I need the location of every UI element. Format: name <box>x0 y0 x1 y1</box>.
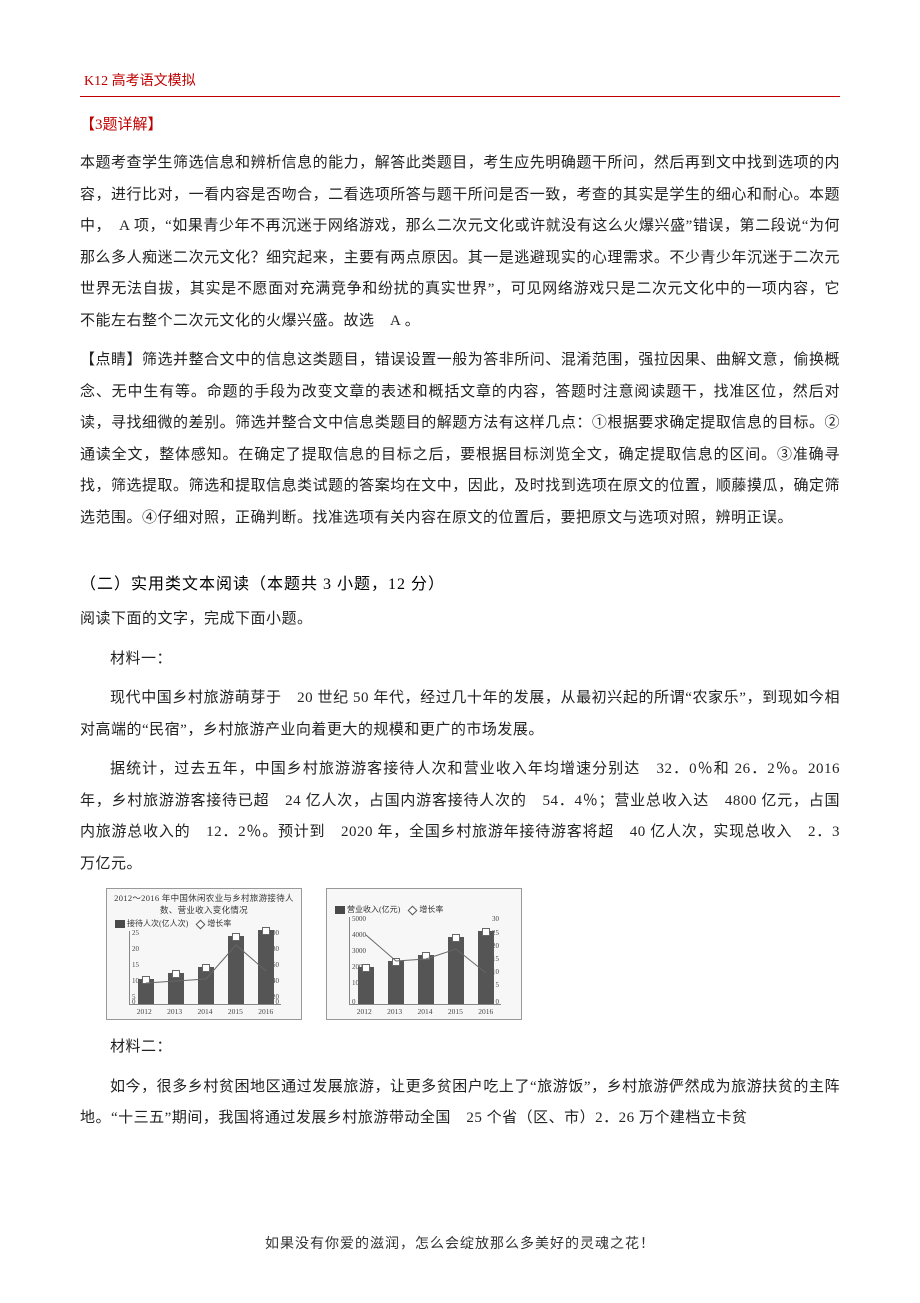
material-1-p1: 现代中国乡村旅游萌芽于 20 世纪 50 年代，经过几十年的发展，从最初兴起的所… <box>80 683 840 746</box>
page-header: K12 高考语文模拟 <box>80 70 840 90</box>
paragraph-tips: 【点睛】筛选并整合文中的信息这类题目，错误设置一般为答非所问、混淆范围，强拉因果… <box>80 345 840 534</box>
legend-line-right: 增长率 <box>408 904 443 915</box>
plot-area-left: 25 20 15 10 5 0 100 80 60 40 20 0 <box>129 931 281 1005</box>
material-1-label: 材料一： <box>80 644 840 676</box>
chart-title: 2012～2016 年中国休闲农业与乡村旅游接待人数、营业收入变化情况 <box>107 889 301 916</box>
legend-bar-left: 接待人次(亿人次) <box>115 918 188 929</box>
chart-container: 2012～2016 年中国休闲农业与乡村旅游接待人数、营业收入变化情况 接待人次… <box>106 888 840 1020</box>
legend-bar-right: 营业收入(亿元) <box>335 904 400 915</box>
page-footer: 如果没有你爱的滋润，怎么会绽放那么多美好的灵魂之花！ <box>0 1233 920 1253</box>
paragraph-analysis: 本题考查学生筛选信息和辨析信息的能力，解答此类题目，考生应先明确题干所问，然后再… <box>80 148 840 337</box>
material-1-p2: 据统计，过去五年，中国乡村旅游游客接待人次和营业收入年均增速分别达 32．0％和… <box>80 754 840 880</box>
plot-area-right: 5000 4000 3000 2000 1000 0 30 25 20 15 1… <box>349 917 501 1005</box>
q3-heading: 【3题详解】 <box>80 113 840 134</box>
paragraph-intro: 阅读下面的文字，完成下面小题。 <box>80 604 840 636</box>
header-divider <box>80 96 840 97</box>
document-page: K12 高考语文模拟 【3题详解】 本题考查学生筛选信息和辨析信息的能力，解答此… <box>0 0 920 1193</box>
legend-line-left: 增长率 <box>196 918 231 929</box>
chart-visitors: 2012～2016 年中国休闲农业与乡村旅游接待人数、营业收入变化情况 接待人次… <box>106 888 302 1020</box>
chart-revenue: . 营业收入(亿元) 增长率 5000 4000 3000 2000 1000 … <box>326 888 522 1020</box>
chart-legend-left: 接待人次(亿人次) 增长率 <box>107 916 301 929</box>
growth-line-right <box>350 917 650 1067</box>
section-title: （二）实用类文本阅读（本题共 3 小题，12 分） <box>80 570 840 594</box>
chart-legend-right: 营业收入(亿元) 增长率 <box>327 902 521 915</box>
